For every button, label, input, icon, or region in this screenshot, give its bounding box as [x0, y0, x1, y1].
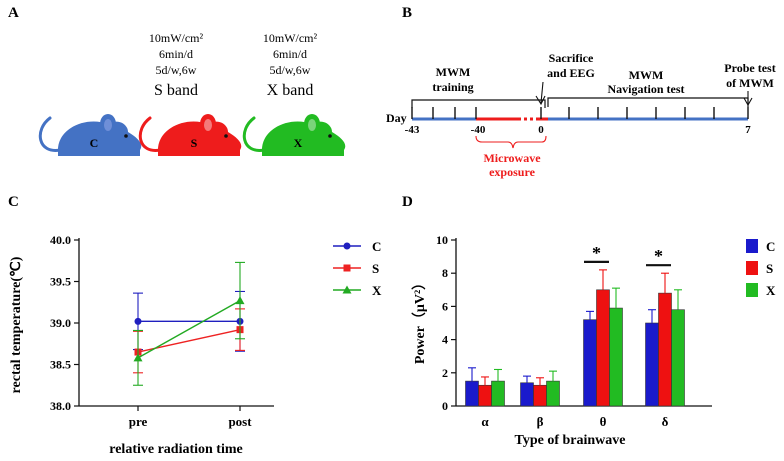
exposure-label-line2: exposure [489, 165, 535, 179]
s-band-label: S band [154, 82, 198, 99]
day-label: Day [386, 111, 407, 125]
sacrifice-label-line1: Sacrifice [549, 51, 594, 65]
chart-d-bar [658, 292, 672, 407]
x-param-power: 10mW/cm² [263, 31, 318, 45]
training-label-line1: MWM [436, 65, 471, 79]
chart-d-bar [609, 307, 623, 407]
sacrifice-label-line2: and EEG [547, 66, 595, 80]
panel-a-letter: A [8, 5, 19, 21]
chart-c-x-tick-label: post [228, 414, 252, 429]
panel-c-letter: C [8, 194, 19, 210]
chart-d-y-tick-label: 6 [442, 299, 448, 313]
mouse-c-icon: C [38, 114, 142, 156]
chart-c-point [134, 317, 142, 325]
chart-c-point [133, 353, 143, 362]
chart-d-y-tick-label: 8 [442, 266, 448, 280]
chart-d-legend-label: X [766, 283, 776, 298]
training-bracket [411, 99, 546, 108]
mouse-c-label: C [90, 136, 99, 150]
tick-label-start: -43 [405, 124, 420, 136]
chart-d-bar [491, 380, 505, 407]
chart-d-x-tick-label: α [481, 414, 489, 429]
navigation-bracket [547, 97, 749, 107]
chart-d-bar [671, 309, 685, 407]
mouse-x-icon: X [242, 114, 346, 156]
panel-a: A 10mW/cm² 6min/d 5d/w,6w S band 10mW/cm… [8, 5, 346, 156]
chart-c-y-tick-label: 38.0 [50, 399, 71, 413]
chart-d-x-tick-label: δ [662, 414, 669, 429]
mouse-x-label: X [294, 136, 303, 150]
tick-label-zero: 0 [538, 124, 544, 136]
chart-d-x-tick-label: θ [600, 414, 607, 429]
chart-d-x-tick-label: β [537, 414, 544, 429]
chart-c-y-tick-label: 38.5 [50, 358, 71, 372]
panel-b: B Day -43 -40 0 7 MWM traini [386, 5, 776, 179]
chart-c-y-tick-label: 39.0 [50, 316, 71, 330]
exposure-label-line1: Microwave [483, 151, 541, 165]
chart-d-legend-swatch [746, 261, 758, 275]
exposure-bracket [475, 135, 547, 149]
mouse-s-icon: S [138, 114, 242, 156]
panel-b-letter: B [402, 5, 412, 21]
x-param-schedule: 5d/w,6w [270, 63, 311, 77]
probe-label-line2: of MWM [726, 76, 774, 90]
s-param-schedule: 5d/w,6w [156, 63, 197, 77]
navigation-label-line2: Navigation test [608, 82, 685, 96]
panel-d: D Power（μV²） Type of brainwave 0 2 4 6 8 10 α β… [402, 194, 776, 448]
chart-d-xlabel: Type of brainwave [515, 433, 626, 448]
chart-c-legend-label: X [372, 283, 382, 298]
chart-d-bar [533, 384, 547, 407]
chart-c-legend-marker [343, 242, 351, 250]
chart-d-legend-label: S [766, 261, 773, 276]
panel-c: C rectal temperature(℃) relative radiati… [8, 194, 382, 457]
chart-d-bar [596, 289, 610, 407]
chart-c-legend-label: C [372, 239, 381, 254]
chart-d-y-tick-label: 0 [442, 399, 448, 413]
mouse-s-label: S [191, 136, 198, 150]
chart-d-y-tick-label: 10 [436, 233, 448, 247]
tick-label-exposure-start: -40 [471, 124, 486, 136]
chart-c-point [235, 296, 245, 305]
chart-c-legend-label: S [372, 261, 379, 276]
s-param-power: 10mW/cm² [149, 31, 204, 45]
tick-label-end: 7 [745, 124, 751, 136]
chart-d-bar [546, 380, 560, 407]
chart-d-y-tick-label: 4 [442, 333, 448, 347]
chart-d-legend-label: C [766, 239, 775, 254]
probe-label-line1: Probe test [724, 61, 775, 75]
chart-d-bar [520, 382, 534, 407]
chart-c-y-tick-label: 39.5 [50, 275, 71, 289]
chart-d-ylabel: Power（μV²） [412, 276, 428, 364]
x-band-label: X band [267, 82, 314, 99]
chart-d-bar [645, 322, 659, 407]
chart-c-xlabel: relative radiation time [109, 442, 243, 456]
training-label-line2: training [432, 80, 473, 94]
chart-d-bar [478, 384, 492, 407]
navigation-label-line1: MWM [629, 68, 664, 82]
chart-c-ylabel: rectal temperature(℃) [9, 256, 24, 393]
x-param-duration: 6min/d [273, 47, 307, 61]
chart-d-bar [465, 380, 479, 407]
chart-d-legend-swatch [746, 283, 758, 297]
panel-d-letter: D [402, 194, 413, 210]
chart-d-bar [583, 319, 597, 407]
chart-c-series-line [137, 299, 241, 359]
chart-d-legend-swatch [746, 239, 758, 253]
timeline-ticks [411, 107, 749, 119]
chart-c-legend-marker [342, 285, 352, 294]
chart-c-legend-marker [343, 264, 351, 272]
chart-c-x-tick-label: pre [129, 414, 148, 429]
chart-d-significance-label: * [592, 243, 601, 263]
chart-c-y-tick-label: 40.0 [50, 233, 71, 247]
chart-d-y-tick-label: 2 [442, 366, 448, 380]
s-param-duration: 6min/d [159, 47, 193, 61]
sacrifice-arrow-icon [540, 81, 544, 104]
chart-d-significance-label: * [654, 246, 663, 266]
